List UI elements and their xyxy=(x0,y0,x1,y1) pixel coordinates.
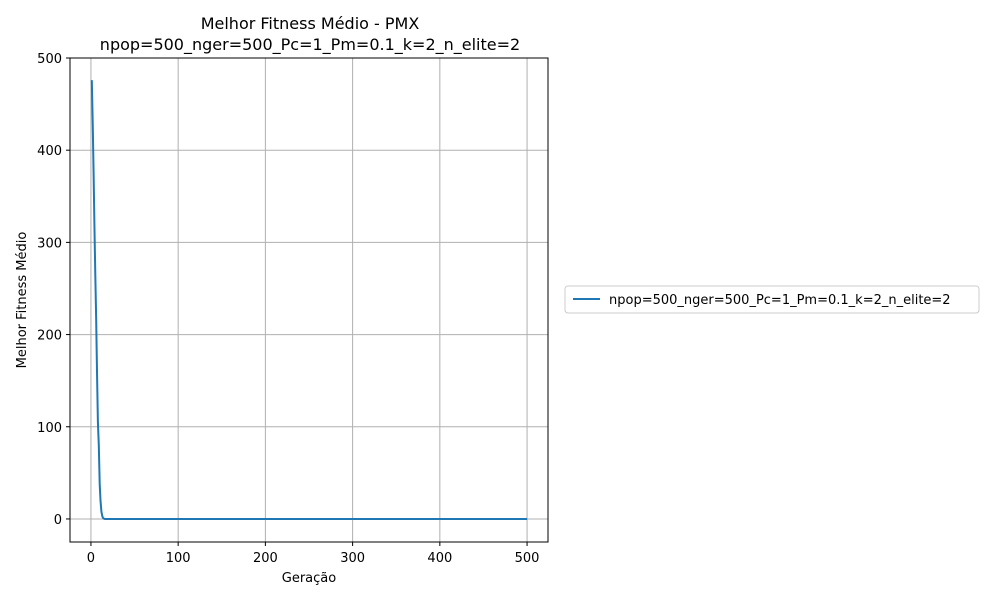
y-axis-ticks: 0 100 200 300 400 500 xyxy=(37,52,70,528)
legend-frame xyxy=(564,285,980,314)
x-tick-label: 500 xyxy=(515,551,540,566)
x-tick-label: 300 xyxy=(340,551,365,566)
chart-subtitle: npop=500_nger=500_Pc=1_Pm=0.1_k=2_n_elit… xyxy=(100,35,520,55)
x-tick-label: 200 xyxy=(253,551,278,566)
x-tick-label: 0 xyxy=(87,551,95,566)
y-tick-label: 100 xyxy=(37,421,62,436)
x-axis-label: Geração xyxy=(282,571,336,586)
grid xyxy=(70,57,548,542)
plot-area-frame xyxy=(69,57,549,543)
y-tick-label: 500 xyxy=(37,52,62,67)
y-tick-label: 400 xyxy=(37,144,62,159)
x-tick-label: 100 xyxy=(166,551,191,566)
legend: npop=500_nger=500_Pc=1_Pm=0.1_k=2_n_elit… xyxy=(564,285,980,314)
series-line xyxy=(90,80,528,520)
x-axis-ticks: 0 100 200 300 400 500 xyxy=(87,542,540,566)
y-tick-label: 0 xyxy=(54,513,62,528)
legend-label: npop=500_nger=500_Pc=1_Pm=0.1_k=2_n_elit… xyxy=(609,293,951,308)
y-axis-label: Melhor Fitness Médio xyxy=(15,232,30,369)
y-tick-label: 200 xyxy=(37,329,62,344)
series-layer xyxy=(90,80,528,520)
y-tick-label: 300 xyxy=(37,236,62,251)
chart-title: Melhor Fitness Médio - PMX xyxy=(201,14,420,33)
x-tick-label: 400 xyxy=(427,551,452,566)
